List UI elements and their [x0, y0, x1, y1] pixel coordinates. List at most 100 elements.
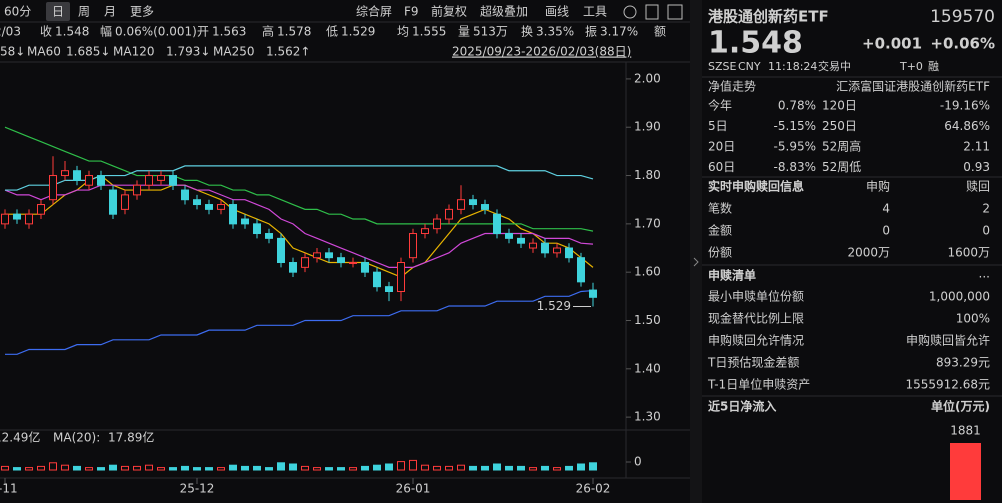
row-value: 0 [882, 224, 890, 238]
toolbar-button[interactable]: 工具 [583, 5, 607, 19]
volume-legend: MA(20): [53, 431, 100, 445]
row-label: 笔数 [708, 201, 732, 216]
candle-body [337, 257, 345, 264]
candle-body [589, 289, 597, 298]
quote-value: 3.35% [536, 25, 574, 39]
row-value: 4 [882, 202, 890, 216]
ma-legend-name: MA250 [213, 45, 254, 59]
quote-label: 高 [262, 24, 274, 39]
volume-bar [61, 464, 69, 471]
low-annotation: 1.529 [537, 299, 571, 313]
toolbar-button[interactable]: 前复权 [431, 4, 467, 19]
quote-value: 1.529 [341, 25, 375, 39]
volume-bar [313, 467, 321, 471]
ma-legend-name: MA120 [113, 45, 154, 59]
x-tick-label: 25-12 [180, 482, 215, 496]
meta: CNY [738, 60, 761, 73]
volume-bar [73, 465, 81, 471]
row-label: 份额 [708, 246, 732, 260]
perf-cell: 今年 [708, 98, 732, 113]
toolbar-tab[interactable]: 月 [104, 5, 116, 19]
y-tick-label: 1.80 [634, 168, 661, 182]
row-value: 2 [982, 202, 990, 216]
inflow-bar [950, 443, 981, 500]
quote-value: 1.555 [412, 25, 446, 39]
quote-label: 额 [654, 25, 666, 39]
quote-value: 1.578 [277, 25, 311, 39]
candle-body [193, 199, 201, 206]
candle-body [121, 194, 129, 210]
ma-legend-value: 58↓ [0, 45, 25, 59]
meta: 交易中 [818, 59, 851, 73]
candle-body [325, 252, 333, 259]
volume-bar [349, 467, 357, 471]
toolbar-tab[interactable]: 60分 [4, 5, 31, 19]
collapse-arrow[interactable] [693, 257, 699, 267]
toolbar-tab[interactable]: 日 [52, 5, 64, 19]
toolbar-tab[interactable]: 周 [78, 5, 90, 19]
row-value: 1,000,000 [929, 290, 990, 304]
price: 1.548 [708, 26, 803, 61]
y-tick-label: 1.50 [634, 313, 661, 327]
inflow-label: 1881 [950, 424, 981, 438]
toolbar-button[interactable]: 画线 [545, 5, 569, 19]
volume-bar [493, 463, 501, 471]
ma-legend-value: 1.793↓ [166, 45, 210, 59]
row-value: 2000万 [847, 246, 890, 260]
candle-body [553, 247, 561, 254]
volume-bar [577, 463, 585, 471]
candle-body [25, 213, 33, 225]
candle-body [37, 204, 45, 215]
panel-icon[interactable] [645, 4, 659, 20]
volume-bar [145, 464, 153, 471]
toolbar-tab[interactable]: 更多 [130, 5, 154, 19]
fund-name: 港股通创新药ETF [708, 8, 829, 26]
volume-bar [385, 463, 393, 471]
quote-date: 2/03 [0, 25, 21, 39]
candle-body [349, 262, 357, 265]
change-pct: +0.06% [930, 35, 995, 53]
candle-body [49, 175, 57, 201]
volume-bar [97, 467, 105, 471]
row-value: 1555912.68元 [905, 378, 990, 392]
more-button[interactable]: ... [979, 267, 990, 281]
tab-selected-bg [46, 2, 70, 21]
candle-body [133, 184, 141, 196]
x-tick-label: -11 [0, 482, 18, 496]
change: +0.001 [862, 35, 922, 53]
quote-value: 0.06%(0.001) [115, 25, 197, 39]
row-label: T日预估现金差额 [707, 355, 799, 370]
volume-legend: 12.49亿 [0, 430, 40, 445]
row-label: 最小申赎单位份额 [708, 289, 804, 304]
splitter[interactable] [690, 0, 702, 503]
quote-label: 换 [521, 25, 533, 39]
candle-body [169, 175, 177, 186]
volume-bar [217, 467, 225, 471]
candle-body [253, 223, 261, 235]
quote-value: 3.17% [600, 25, 638, 39]
y-tick-label: 2.00 [634, 71, 661, 85]
candle-body [517, 237, 525, 244]
window-icon[interactable] [667, 4, 683, 20]
volume-bar [469, 465, 477, 471]
toolbar-button[interactable]: 超级叠加 [480, 4, 528, 19]
candle-body [421, 228, 429, 235]
candle-body [145, 175, 153, 186]
volume-bar [409, 459, 417, 471]
candle-body [241, 218, 249, 225]
settings-icon[interactable] [623, 5, 637, 19]
x-tick-label: 26-02 [576, 482, 611, 496]
fund-code: 159570 [930, 7, 995, 27]
volume-bar [337, 467, 345, 471]
row-value: 0 [982, 224, 990, 238]
candle-body [361, 262, 369, 273]
perf-cell: 52周高 [822, 139, 861, 154]
y-tick-label: 1.90 [634, 120, 661, 134]
candle-body [181, 189, 189, 201]
perf-cell: -19.16% [940, 99, 990, 113]
candle-body [85, 175, 93, 186]
toolbar-button[interactable]: 综合屏 [356, 4, 392, 19]
toolbar-button[interactable]: F9 [404, 5, 419, 19]
